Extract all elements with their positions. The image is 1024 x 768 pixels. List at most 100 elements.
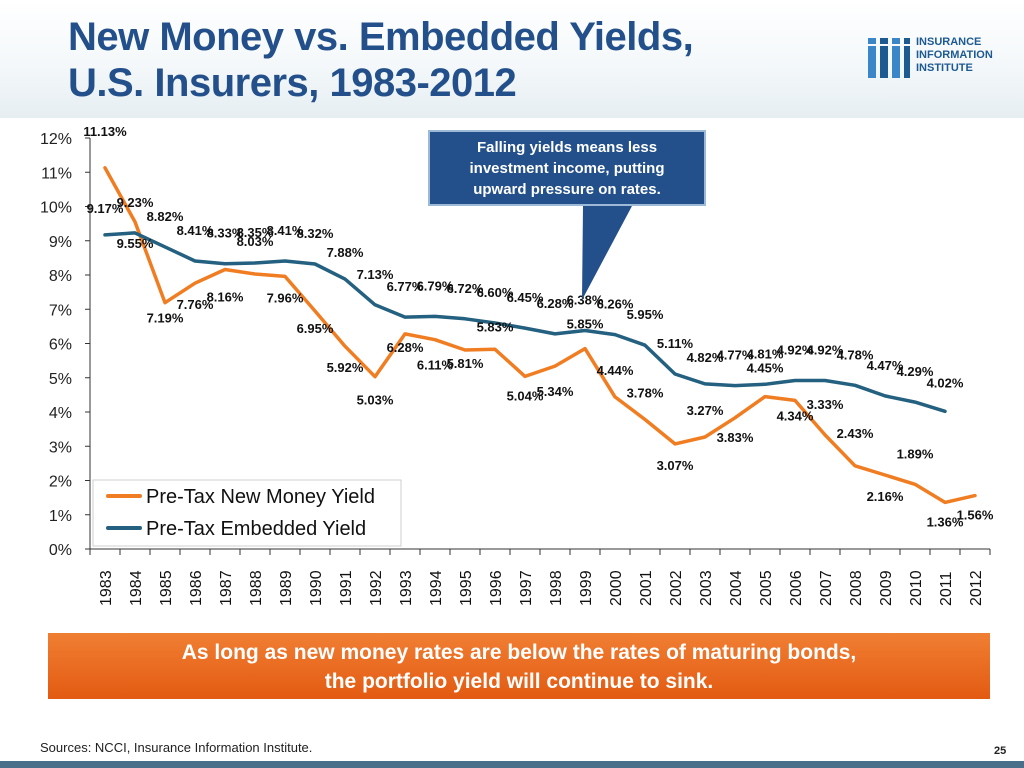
new-money-data-label: 8.03% [237,234,274,249]
x-tick-label: 1989 [278,570,295,606]
new-money-data-label: 6.11% [417,358,454,373]
x-tick-label: 2005 [758,570,775,606]
x-tick-label: 1985 [158,570,175,606]
callout-pointer [582,206,632,300]
new-money-data-label: 6.95% [297,321,334,336]
y-tick-label: 6% [49,337,72,354]
iii-logo-text: INSURANCE INFORMATION INSTITUTE [916,36,993,75]
callout-line-2: investment income, putting [469,160,665,177]
footer-bar [0,761,1024,768]
x-tick-label: 1999 [578,570,595,606]
new-money-data-label: 4.44% [597,363,634,378]
new-money-data-label: 1.89% [897,446,934,461]
conclusion-banner: As long as new money rates are below the… [48,633,990,699]
new-money-data-label: 9.55% [117,236,154,251]
embedded-data-label: 4.29% [897,364,934,379]
legend-box [92,479,402,547]
y-tick-label: 0% [49,542,72,559]
new-money-data-label: 5.03% [357,393,394,408]
new-money-data-label: 1.36% [927,514,964,529]
legend-label-new-money: Pre-Tax New Money Yield [146,486,375,508]
y-tick-label: 11% [41,165,72,182]
x-tick-label: 1986 [188,570,205,606]
y-tick-label: 1% [49,508,72,525]
x-tick-label: 2009 [878,570,895,606]
title-line-2: U.S. Insurers, 1983-2012 [68,61,517,105]
x-tick-label: 1992 [368,570,385,606]
page-title: New Money vs. Embedded Yields, U.S. Insu… [68,14,828,106]
embedded-data-label: 9.17% [87,201,124,216]
new-money-data-label: 5.04% [507,388,544,403]
embedded-data-label: 8.41% [267,223,304,238]
y-tick-label: 10% [40,200,72,217]
sources-note: Sources: NCCI, Insurance Information Ins… [40,740,313,755]
new-money-data-label: 3.07% [657,458,694,473]
y-tick-label: 9% [49,234,72,251]
embedded-data-label: 8.32% [297,226,334,241]
x-tick-label: 1998 [548,570,565,606]
x-tick-label: 1994 [428,570,445,606]
logo-line-3: INSTITUTE [916,62,973,74]
x-tick-label: 2011 [938,571,955,606]
x-tick-label: 2003 [698,570,715,606]
new-money-data-label: 5.34% [537,384,574,399]
new-money-data-label: 7.19% [147,311,184,326]
new-money-data-label: 2.43% [837,426,874,441]
embedded-data-label: 7.88% [327,245,364,260]
embedded-data-label: 7.13% [357,267,394,282]
x-tick-label: 1987 [218,570,235,606]
x-tick-label: 1991 [338,570,355,606]
new-money-yield-line [103,166,977,505]
banner-line-2: the portfolio yield will continue to sin… [324,670,714,693]
iii-logo: INSURANCE INFORMATION INSTITUTE [866,36,1016,80]
new-money-data-label: 5.85% [567,317,604,332]
embedded-data-label: 8.35% [237,225,274,240]
embedded-data-label: 6.79% [417,278,454,293]
new-money-data-label: 11.13% [83,124,127,139]
embedded-data-label: 4.77% [717,348,754,363]
y-tick-label: 7% [49,302,72,319]
embedded-yield-line [103,231,947,414]
new-money-data-label: 5.81% [447,356,484,371]
x-tick-label: 2004 [728,570,745,606]
embedded-data-label: 4.92% [777,342,814,357]
new-money-data-label: 8.16% [207,290,244,305]
new-money-data-label: 3.33% [807,397,844,412]
logo-line-1: INSURANCE [916,36,982,48]
header-band [0,0,1024,118]
x-tick-label: 1983 [98,570,115,606]
x-tick-label: 1990 [308,570,325,606]
x-tick-label: 2007 [818,570,835,606]
x-tick-label: 2006 [788,570,805,606]
callout-box: Falling yields means less investment inc… [428,130,706,206]
new-money-data-label: 4.45% [747,361,784,376]
new-money-data-label: 3.78% [627,386,664,401]
x-tick-label: 1988 [248,570,265,606]
x-tick-label: 1995 [458,570,475,606]
x-tick-label: 2012 [968,570,985,606]
banner-line-1: As long as new money rates are below the… [181,641,857,664]
page-number: 25 [994,745,1007,757]
embedded-data-label: 6.38% [567,292,604,307]
x-tick-label: 2000 [608,570,625,606]
x-tick-label: 1996 [488,570,505,606]
callout-line-1: Falling yields means less [476,139,658,156]
new-money-data-label: 5.92% [327,360,364,375]
new-money-data-label: 4.34% [777,408,814,423]
new-money-data-label: 3.83% [717,430,754,445]
y-tick-label: 8% [49,268,72,285]
embedded-data-label: 8.33% [207,226,244,241]
y-tick-label: 12% [40,131,72,148]
embedded-data-label: 5.95% [627,307,664,322]
x-tick-label: 1997 [518,570,535,606]
new-money-data-label: 6.28% [387,340,424,355]
legend-label-embedded: Pre-Tax Embedded Yield [146,518,366,540]
embedded-data-label: 6.45% [507,290,544,305]
embedded-data-label: 4.78% [837,347,874,362]
x-tick-label: 1984 [128,570,145,606]
x-tick-label: 2008 [848,570,865,606]
y-tick-label: 3% [49,439,72,456]
callout-line-3: upward pressure on rates. [473,181,661,198]
embedded-data-label: 4.47% [867,358,904,373]
embedded-data-label: 4.92% [807,342,844,357]
